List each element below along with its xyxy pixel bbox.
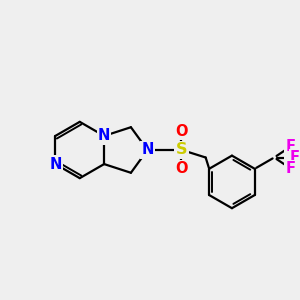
Text: N: N xyxy=(49,157,62,172)
Text: N: N xyxy=(98,128,110,143)
Text: S: S xyxy=(176,142,187,158)
Text: F: F xyxy=(286,161,296,176)
Text: N: N xyxy=(141,142,154,158)
Text: O: O xyxy=(175,161,188,176)
Text: O: O xyxy=(175,124,188,139)
Text: F: F xyxy=(286,139,296,154)
Text: F: F xyxy=(290,150,300,165)
